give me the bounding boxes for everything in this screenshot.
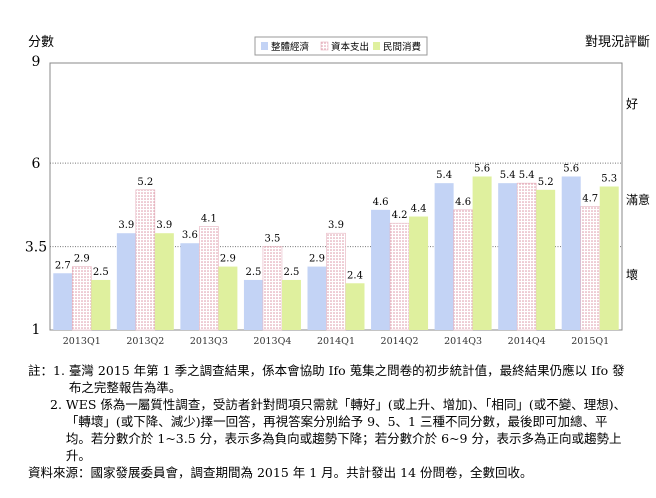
y-tick-label: 6 [32,156,41,172]
bar [599,186,619,330]
notes: 註：1. 臺灣 2015 年第 1 季之調查結果，係本會協助 Ifo 蒐集之問卷… [28,362,628,481]
bar [307,266,327,330]
x-tick-label: 2013Q2 [126,336,164,347]
data-label: 3.9 [118,220,134,231]
data-label: 2.9 [309,254,325,265]
bar [154,233,174,330]
bar [243,279,263,330]
bar [91,279,111,330]
data-label: 2.9 [74,254,90,265]
bar [345,283,365,330]
note-1: 註：1. 臺灣 2015 年第 1 季之調查結果，係本會協助 Ifo 蒐集之問卷… [28,362,628,396]
bar [561,176,581,330]
bar [498,183,518,330]
x-tick-label: 2013Q3 [190,336,228,347]
bar [453,209,473,331]
data-label: 4.4 [411,204,427,215]
data-label: 5.4 [436,170,452,181]
right-label-ok: 滿意 [626,192,650,207]
data-label: 5.4 [500,170,516,181]
bar [389,222,410,331]
right-axis-title: 對現況評斷 [585,35,650,50]
note-2-text: WES 係為一屬質性調查，受訪者針對問項只需就「轉好」(或上升、增加)、「相同」… [65,397,627,463]
data-label: 3.5 [264,234,280,245]
bar [472,176,492,330]
bar [371,209,391,330]
bar [180,243,200,330]
note-2-prefix: 2. [50,397,66,412]
data-label: 5.2 [137,177,153,188]
bar [434,183,454,330]
x-tick-label: 2013Q4 [253,336,291,347]
right-label-good: 好 [626,97,638,111]
data-label: 4.1 [201,214,217,225]
note-2: 2. WES 係為一屬質性調查，受訪者針對問項只需就「轉好」(或上升、增加)、「… [28,396,628,464]
bar [409,216,429,330]
data-label: 5.4 [519,170,535,181]
x-tick-label: 2014Q3 [444,336,482,347]
data-label: 5.2 [538,177,554,188]
note-1-text: 臺灣 2015 年第 1 季之調查結果，係本會協助 Ifo 蒐集之問卷的初步統計… [68,363,625,395]
legend-swatch [373,42,380,50]
data-label: 2.5 [93,267,109,278]
data-label: 5.6 [474,163,490,174]
x-tick-label: 2014Q2 [381,336,419,347]
data-label: 2.4 [347,270,363,281]
legend-box [254,36,428,56]
bar [135,189,156,331]
bar [199,226,219,331]
legend-label: 整體經濟 [271,41,309,53]
bar [326,232,346,331]
bar [262,246,283,331]
data-label: 4.6 [373,197,389,208]
y-tick-label: 9 [32,54,41,70]
data-label: 4.6 [455,197,471,208]
data-label: 4.7 [582,194,598,205]
bar [281,279,301,330]
data-label: 2.7 [55,260,71,271]
data-label: 2.5 [283,267,299,278]
x-tick-label: 2015Q1 [571,336,609,347]
y-tick-label: 3.5 [25,240,47,256]
bar [536,189,556,330]
x-tick-label: 2014Q1 [317,336,355,347]
y-axis-title: 分數 [28,35,54,50]
x-tick-label: 2014Q4 [508,336,546,347]
data-label: 2.9 [220,254,236,265]
data-source: 資料來源：國家發展委員會，調查期間為 2015 年 1 月。共計發出 14 份問… [28,465,533,480]
legend-swatch [320,41,329,51]
bar [218,266,238,330]
data-label: 4.2 [392,210,408,221]
bar [71,266,92,331]
data-label: 3.6 [182,230,198,241]
right-label-bad: 壞 [626,268,638,282]
data-label: 2.5 [245,267,261,278]
bar [116,233,136,330]
legend-label: 資本支出 [331,41,369,53]
data-label: 5.3 [601,173,617,184]
data-label: 3.9 [328,220,344,231]
bar [53,273,73,330]
x-tick-label: 2013Q1 [63,336,101,347]
bar-chart: 963.512.72.92.52013Q13.95.23.92013Q23.64… [25,35,650,347]
bar [580,206,601,331]
data-label: 5.6 [563,163,579,174]
data-label: 3.9 [156,220,172,231]
y-tick-label: 1 [32,322,41,338]
note-1-prefix: 註：1. [28,363,69,378]
legend-label: 民間消費 [383,41,421,53]
bar [516,182,537,331]
legend-swatch [261,42,268,50]
